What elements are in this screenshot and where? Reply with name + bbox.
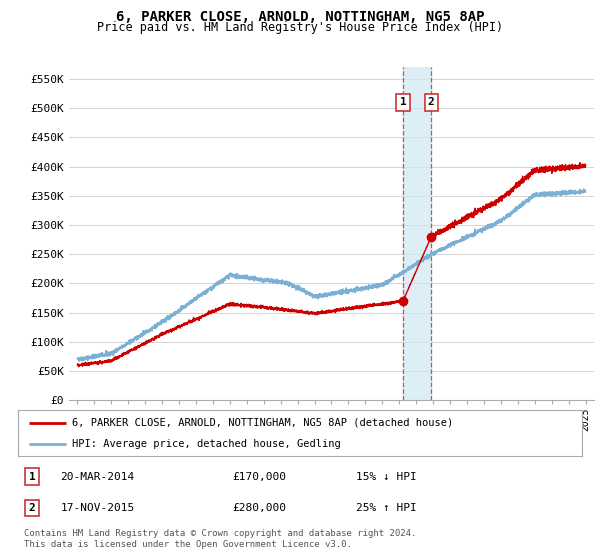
- Text: 6, PARKER CLOSE, ARNOLD, NOTTINGHAM, NG5 8AP: 6, PARKER CLOSE, ARNOLD, NOTTINGHAM, NG5…: [116, 10, 484, 24]
- Text: 1: 1: [29, 472, 35, 482]
- Text: 6, PARKER CLOSE, ARNOLD, NOTTINGHAM, NG5 8AP (detached house): 6, PARKER CLOSE, ARNOLD, NOTTINGHAM, NG5…: [71, 418, 453, 428]
- Text: £170,000: £170,000: [232, 472, 286, 482]
- Text: 20-MAR-2014: 20-MAR-2014: [60, 472, 134, 482]
- Text: 25% ↑ HPI: 25% ↑ HPI: [356, 503, 417, 513]
- Text: 2: 2: [29, 503, 35, 513]
- Bar: [403, 67, 431, 400]
- Text: £280,000: £280,000: [232, 503, 286, 513]
- Text: 1: 1: [400, 97, 406, 108]
- Text: Price paid vs. HM Land Registry's House Price Index (HPI): Price paid vs. HM Land Registry's House …: [97, 21, 503, 34]
- Text: 2: 2: [428, 97, 434, 108]
- Text: 17-NOV-2015: 17-NOV-2015: [60, 503, 134, 513]
- Text: Contains HM Land Registry data © Crown copyright and database right 2024.
This d: Contains HM Land Registry data © Crown c…: [24, 529, 416, 549]
- Text: HPI: Average price, detached house, Gedling: HPI: Average price, detached house, Gedl…: [71, 439, 340, 449]
- Text: 15% ↓ HPI: 15% ↓ HPI: [356, 472, 417, 482]
